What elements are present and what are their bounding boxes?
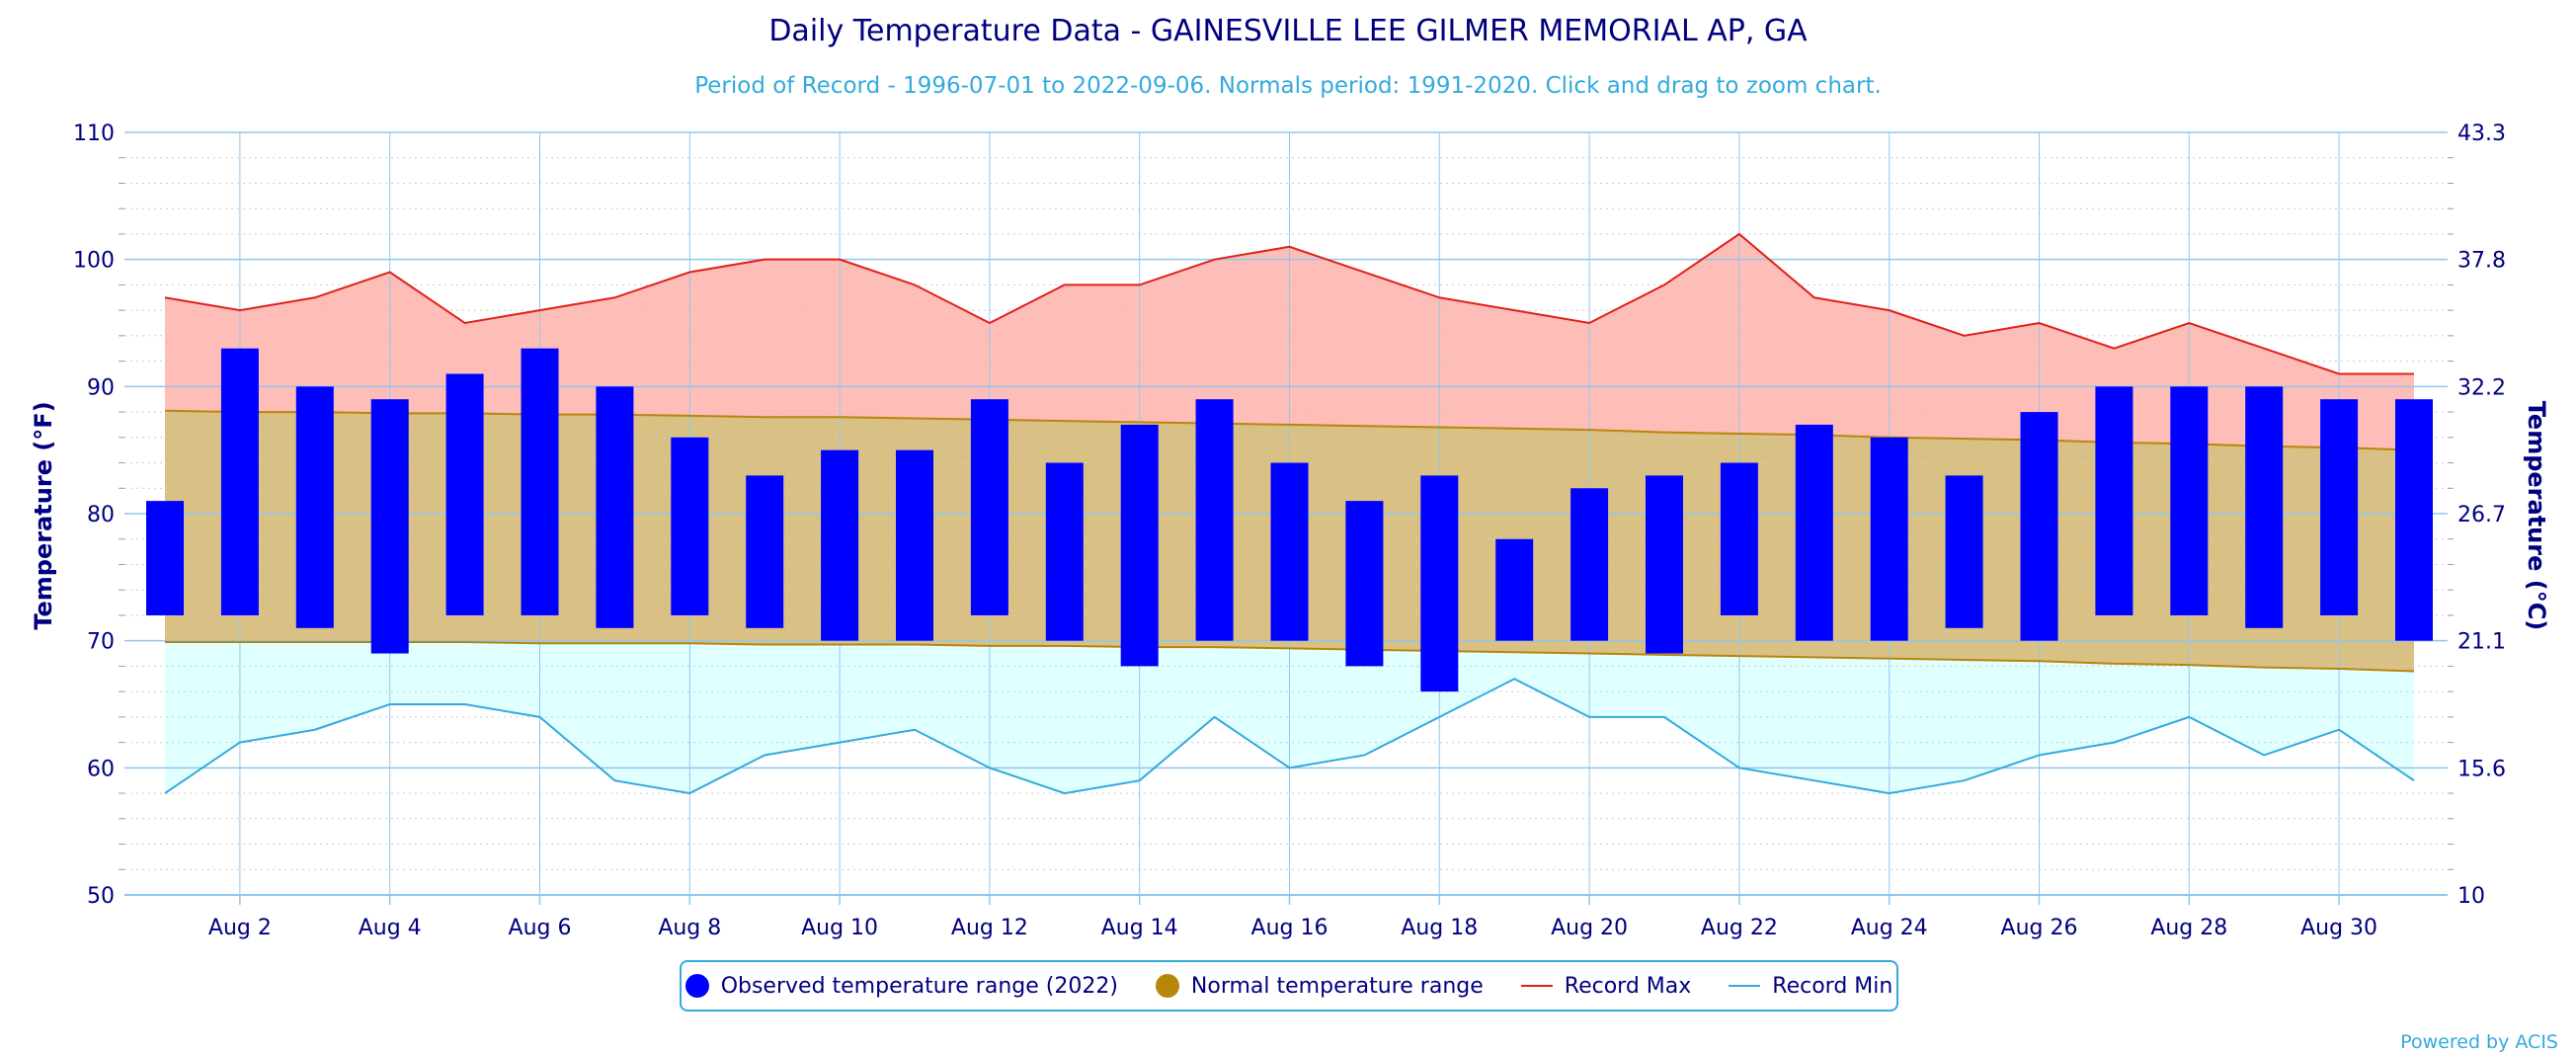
y-tick-label-right: 26.7	[2457, 503, 2506, 527]
y-tick-label-left: 110	[73, 122, 115, 146]
observed-range-bar	[295, 386, 334, 628]
legend-item-normal[interactable]: Normal temperature range	[1155, 973, 1484, 999]
chart-title: Daily Temperature Data - GAINESVILLE LEE…	[768, 14, 1808, 48]
observed-range-bar	[596, 386, 634, 628]
chart-subtitle: Period of Record - 1996-07-01 to 2022-09…	[694, 73, 1882, 99]
legend-item-record-min[interactable]: Record Min	[1729, 974, 1892, 999]
legend-symbol-observed	[684, 974, 709, 998]
x-tick-label: Aug 26	[2001, 916, 2078, 940]
observed-range-bar	[146, 501, 184, 615]
observed-range-bar	[1120, 424, 1159, 667]
y-tick-label-left: 100	[73, 249, 115, 274]
chart-legend: Observed temperature range (2022) Normal…	[680, 960, 1898, 1012]
observed-range-bar	[1646, 475, 1683, 654]
y-axis-label-right: Temperature (°C)	[2523, 401, 2550, 631]
observed-range-bar	[370, 399, 409, 654]
observed-bars-layer	[146, 348, 2433, 692]
y-axis-label-left: Temperature (°F)	[30, 401, 57, 629]
observed-range-bar	[2245, 386, 2284, 628]
legend-label-record-min: Record Min	[1772, 973, 1893, 999]
observed-range-bar	[1720, 462, 1758, 615]
observed-range-bar	[2320, 399, 2359, 615]
legend-item-record-max[interactable]: Record Max	[1520, 973, 1692, 999]
y-tick-label-left: 90	[87, 375, 115, 400]
x-tick-label: Aug 14	[1101, 916, 1178, 940]
x-tick-label: Aug 22	[1701, 916, 1778, 940]
normal-low-line	[165, 640, 2415, 673]
legend-symbol-normal	[1155, 974, 1179, 998]
x-tick-label: Aug 4	[359, 916, 422, 940]
observed-range-bar	[1570, 488, 1609, 641]
record-min-line	[164, 678, 2415, 795]
observed-range-bar	[1045, 462, 1084, 641]
observed-range-bar	[2170, 386, 2209, 615]
y-tick-label-left: 80	[87, 503, 115, 527]
y-tick-label-left: 60	[87, 757, 115, 781]
legend-symbol-record-max	[1520, 985, 1553, 987]
y-tick-label-right: 10	[2457, 884, 2485, 909]
y-tick-label-left: 50	[87, 884, 115, 909]
observed-range-bar	[970, 399, 1008, 615]
observed-range-bar	[2395, 399, 2433, 641]
x-tick-label: Aug 20	[1551, 916, 1628, 940]
observed-range-bar	[220, 348, 259, 615]
x-tick-label: Aug 6	[509, 916, 572, 940]
y-tick-label-right: 21.1	[2457, 630, 2506, 655]
observed-range-bar	[1495, 538, 1534, 641]
grid-layer	[124, 131, 2448, 896]
observed-range-bar	[1270, 462, 1309, 641]
observed-range-bar	[2020, 412, 2058, 641]
y-tick-label-left: 70	[87, 630, 115, 655]
x-tick-label: Aug 30	[2300, 916, 2377, 940]
x-tick-label: Aug 10	[801, 916, 878, 940]
x-tick-label: Aug 24	[1851, 916, 1928, 940]
x-tick-label: Aug 28	[2150, 916, 2227, 940]
y-tick-label-right: 43.3	[2457, 122, 2506, 146]
axes-layer: 50 10 60 15.6 70 21.1 80 26.7 90 32.2 100 37.8 110 43…	[73, 122, 2506, 940]
x-tick-label: Aug 2	[208, 916, 272, 940]
observed-range-bar	[1870, 437, 1908, 641]
observed-range-bar	[896, 449, 933, 641]
observed-range-bar	[821, 449, 859, 641]
y-tick-label-right: 32.2	[2457, 375, 2506, 400]
x-tick-label: Aug 18	[1401, 916, 1478, 940]
y-tick-label-right: 15.6	[2457, 757, 2506, 781]
legend-label-record-max: Record Max	[1564, 973, 1692, 999]
observed-range-bar	[445, 373, 484, 615]
record-max-line	[164, 232, 2414, 375]
legend-symbol-record-min	[1729, 985, 1761, 987]
observed-range-bar	[671, 437, 709, 615]
legend-label-normal: Normal temperature range	[1190, 973, 1484, 999]
observed-range-bar	[1945, 475, 1983, 628]
x-tick-label: Aug 12	[951, 916, 1028, 940]
observed-range-bar	[1345, 501, 1384, 667]
observed-range-bar	[746, 475, 784, 628]
legend-label-observed: Observed temperature range (2022)	[720, 973, 1118, 999]
observed-range-bar	[2095, 386, 2133, 615]
observed-range-bar	[1795, 424, 1833, 641]
observed-range-bar	[1195, 399, 1234, 641]
credit-link[interactable]: Powered by ACIS	[2400, 1031, 2558, 1053]
observed-range-bar	[521, 348, 559, 615]
observed-range-bar	[1420, 475, 1459, 692]
y-tick-label-right: 37.8	[2457, 249, 2506, 274]
x-tick-label: Aug 16	[1251, 916, 1328, 940]
x-tick-label: Aug 8	[658, 916, 721, 940]
legend-item-observed[interactable]: Observed temperature range (2022)	[684, 973, 1118, 999]
